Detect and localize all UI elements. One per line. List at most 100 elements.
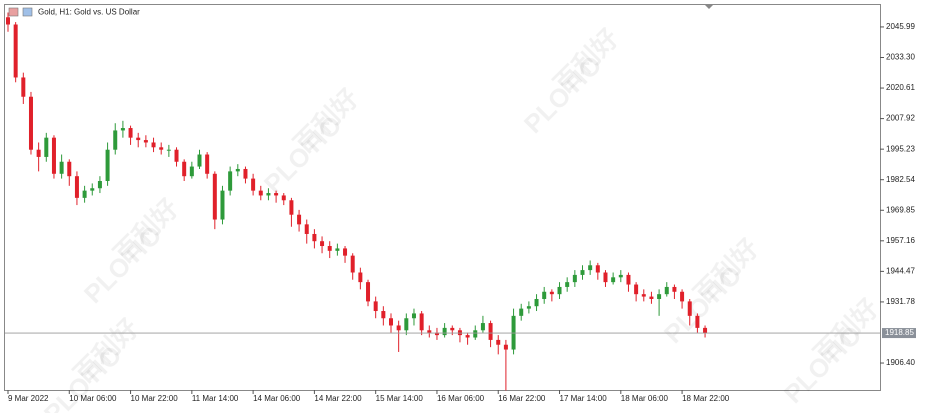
candle-body: [565, 282, 570, 287]
last-price-label: 1918.85: [885, 328, 914, 337]
candle-body: [128, 128, 133, 138]
candle-body: [434, 332, 439, 336]
candle-body: [97, 181, 102, 189]
candle-body: [220, 190, 225, 220]
candle-body: [534, 298, 539, 307]
candle-body: [442, 327, 447, 336]
candle-body: [373, 301, 378, 312]
candle-body: [664, 286, 669, 295]
candle-body: [572, 274, 577, 283]
candle-body: [90, 188, 95, 191]
y-tick-label: 1906.40: [886, 358, 915, 367]
candle-body: [327, 246, 332, 251]
candle-body: [695, 315, 700, 328]
candle-body: [36, 149, 41, 157]
candle-body: [542, 291, 547, 299]
candle-body: [611, 277, 616, 283]
candle-body: [74, 176, 79, 198]
candle-body: [281, 195, 286, 201]
candle-body: [312, 233, 317, 242]
candle-body: [82, 190, 87, 198]
candle-body: [473, 330, 478, 338]
candle-body: [105, 149, 110, 182]
candle-body: [649, 296, 654, 299]
last-price-box: [882, 328, 916, 339]
candle-body: [703, 327, 708, 334]
candle-body: [496, 339, 501, 345]
candle-body: [205, 154, 210, 174]
candle-body: [343, 248, 348, 256]
candle-body: [419, 313, 424, 331]
candle-body: [174, 149, 179, 162]
candle-body: [626, 274, 631, 285]
icon: [22, 7, 33, 17]
candle-body: [358, 272, 363, 283]
x-tick-label: 17 Mar 14:00: [560, 394, 608, 403]
candle-body: [381, 311, 386, 319]
candle-body: [634, 284, 639, 295]
candle-body: [580, 270, 585, 275]
x-tick-label: 18 Mar 06:00: [621, 394, 669, 403]
candle-body: [618, 274, 623, 278]
candle-body: [366, 282, 371, 302]
candle-body: [465, 335, 470, 338]
candle-body: [13, 24, 18, 78]
icon: [8, 7, 19, 17]
candle-body: [488, 323, 493, 340]
candle-body: [480, 323, 485, 331]
x-tick-label: 16 Mar 06:00: [437, 394, 485, 403]
candle-body: [335, 248, 340, 251]
candle-body: [297, 214, 302, 225]
candle-body: [166, 149, 171, 151]
candle-body: [657, 294, 662, 299]
candle-body: [243, 168, 248, 179]
candle-body: [641, 294, 646, 297]
x-tick-label: 11 Mar 14:00: [192, 394, 239, 403]
candle-body: [519, 308, 524, 316]
y-tick-label: 1944.47: [886, 266, 915, 275]
candle-body: [136, 137, 141, 141]
candle-body: [350, 255, 355, 273]
candle-body: [212, 173, 217, 220]
candle-body: [67, 161, 72, 177]
candle-body: [595, 265, 600, 273]
candle-body: [251, 178, 256, 191]
y-tick-label: 1931.78: [886, 297, 915, 306]
candle-body: [151, 142, 156, 148]
candle-body: [687, 301, 692, 316]
candle-body: [120, 128, 125, 131]
candle-body: [143, 140, 148, 143]
marker: [705, 5, 713, 9]
candle-body: [588, 265, 593, 271]
y-tick-label: 1957.16: [886, 236, 915, 245]
candle-body: [389, 318, 393, 326]
x-tick-label: 14 Mar 06:00: [253, 394, 301, 403]
x-tick-label: 15 Mar 14:00: [376, 394, 424, 403]
candle-body: [113, 130, 118, 150]
candle-body: [59, 161, 64, 174]
candle-body: [526, 306, 531, 309]
y-tick-label: 2007.92: [886, 114, 915, 123]
candle-body: [266, 193, 271, 196]
candle-body: [503, 344, 508, 350]
x-tick-label: 18 Mar 22:00: [682, 394, 730, 403]
chart-title: Gold, H1: Gold vs. US Dollar: [38, 8, 140, 17]
candle-body: [44, 137, 49, 157]
candle-body: [289, 200, 294, 215]
candle-body: [228, 171, 233, 191]
y-tick-label: 2045.99: [886, 22, 915, 31]
x-tick-label: 14 Mar 22:00: [314, 394, 362, 403]
candle-body: [396, 325, 401, 331]
candle-body: [411, 313, 416, 319]
candle-body: [404, 318, 409, 331]
candle-body: [304, 224, 309, 234]
candle-body: [258, 190, 263, 196]
candle-body: [197, 154, 202, 167]
candle-body: [274, 193, 279, 196]
x-tick-label: 10 Mar 06:00: [69, 394, 117, 403]
y-tick-label: 2033.30: [886, 53, 915, 62]
candle-body: [182, 161, 187, 177]
candle-body: [549, 291, 554, 295]
x-tick-label: 9 Mar 2022: [8, 394, 49, 403]
